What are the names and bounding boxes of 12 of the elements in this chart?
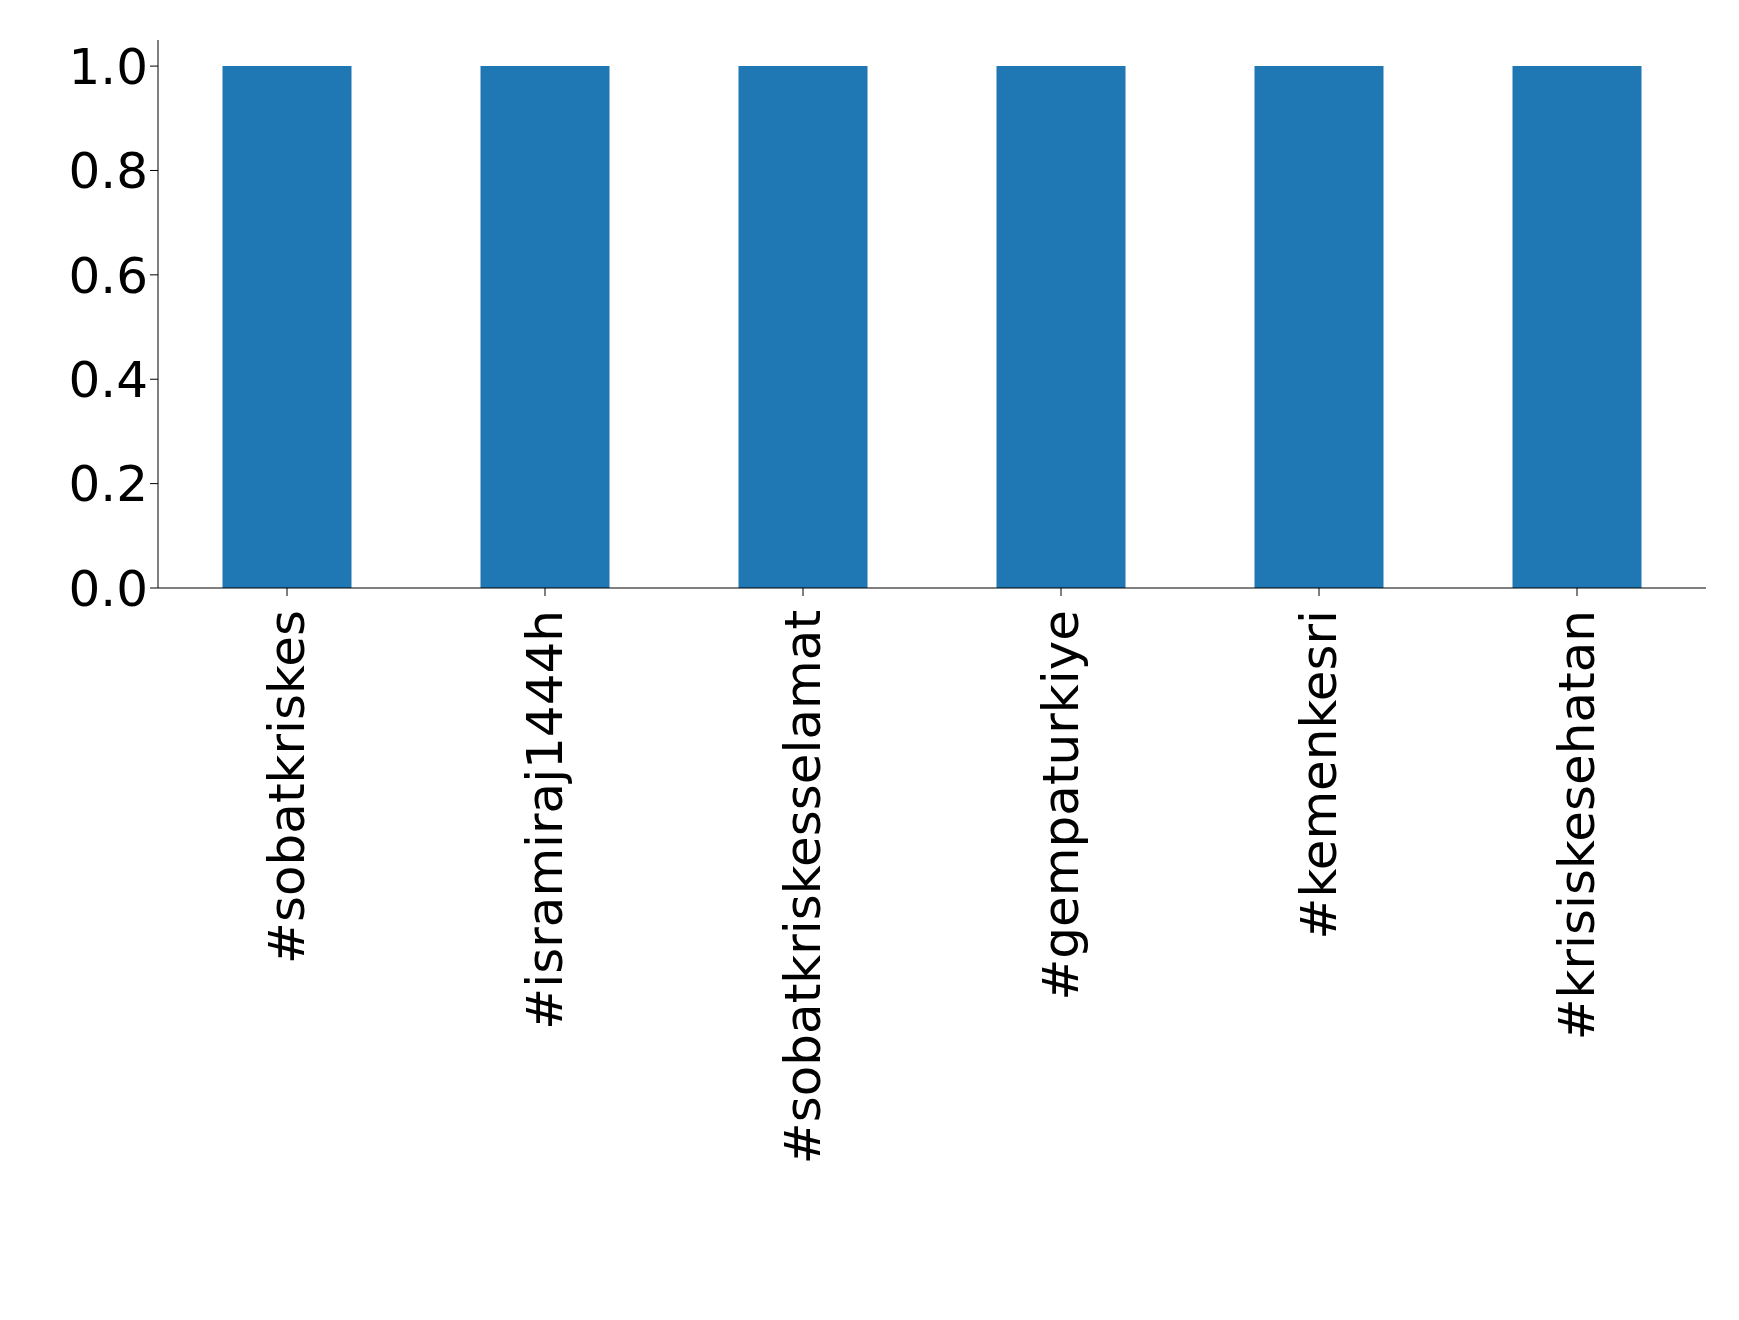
x-tick-label: #kemenkesri [1290, 610, 1348, 940]
y-tick-label: 0.2 [68, 455, 148, 514]
x-tick-label: #isramiraj1444h [516, 610, 574, 1030]
x-tick-label: #sobatkriskes [258, 610, 316, 964]
y-tick-label: 0.8 [68, 142, 148, 201]
x-tick-label: #sobatkriskesselamat [774, 610, 832, 1165]
y-tick-label: 0.6 [68, 246, 148, 305]
y-tick-label: 0.4 [68, 350, 148, 409]
y-tick-label: 0.0 [68, 559, 148, 618]
y-tick-label: 1.0 [68, 37, 148, 96]
x-tick-label: #krisiskesehatan [1548, 610, 1606, 1041]
x-tick-label: #gempaturkiye [1032, 610, 1090, 1001]
